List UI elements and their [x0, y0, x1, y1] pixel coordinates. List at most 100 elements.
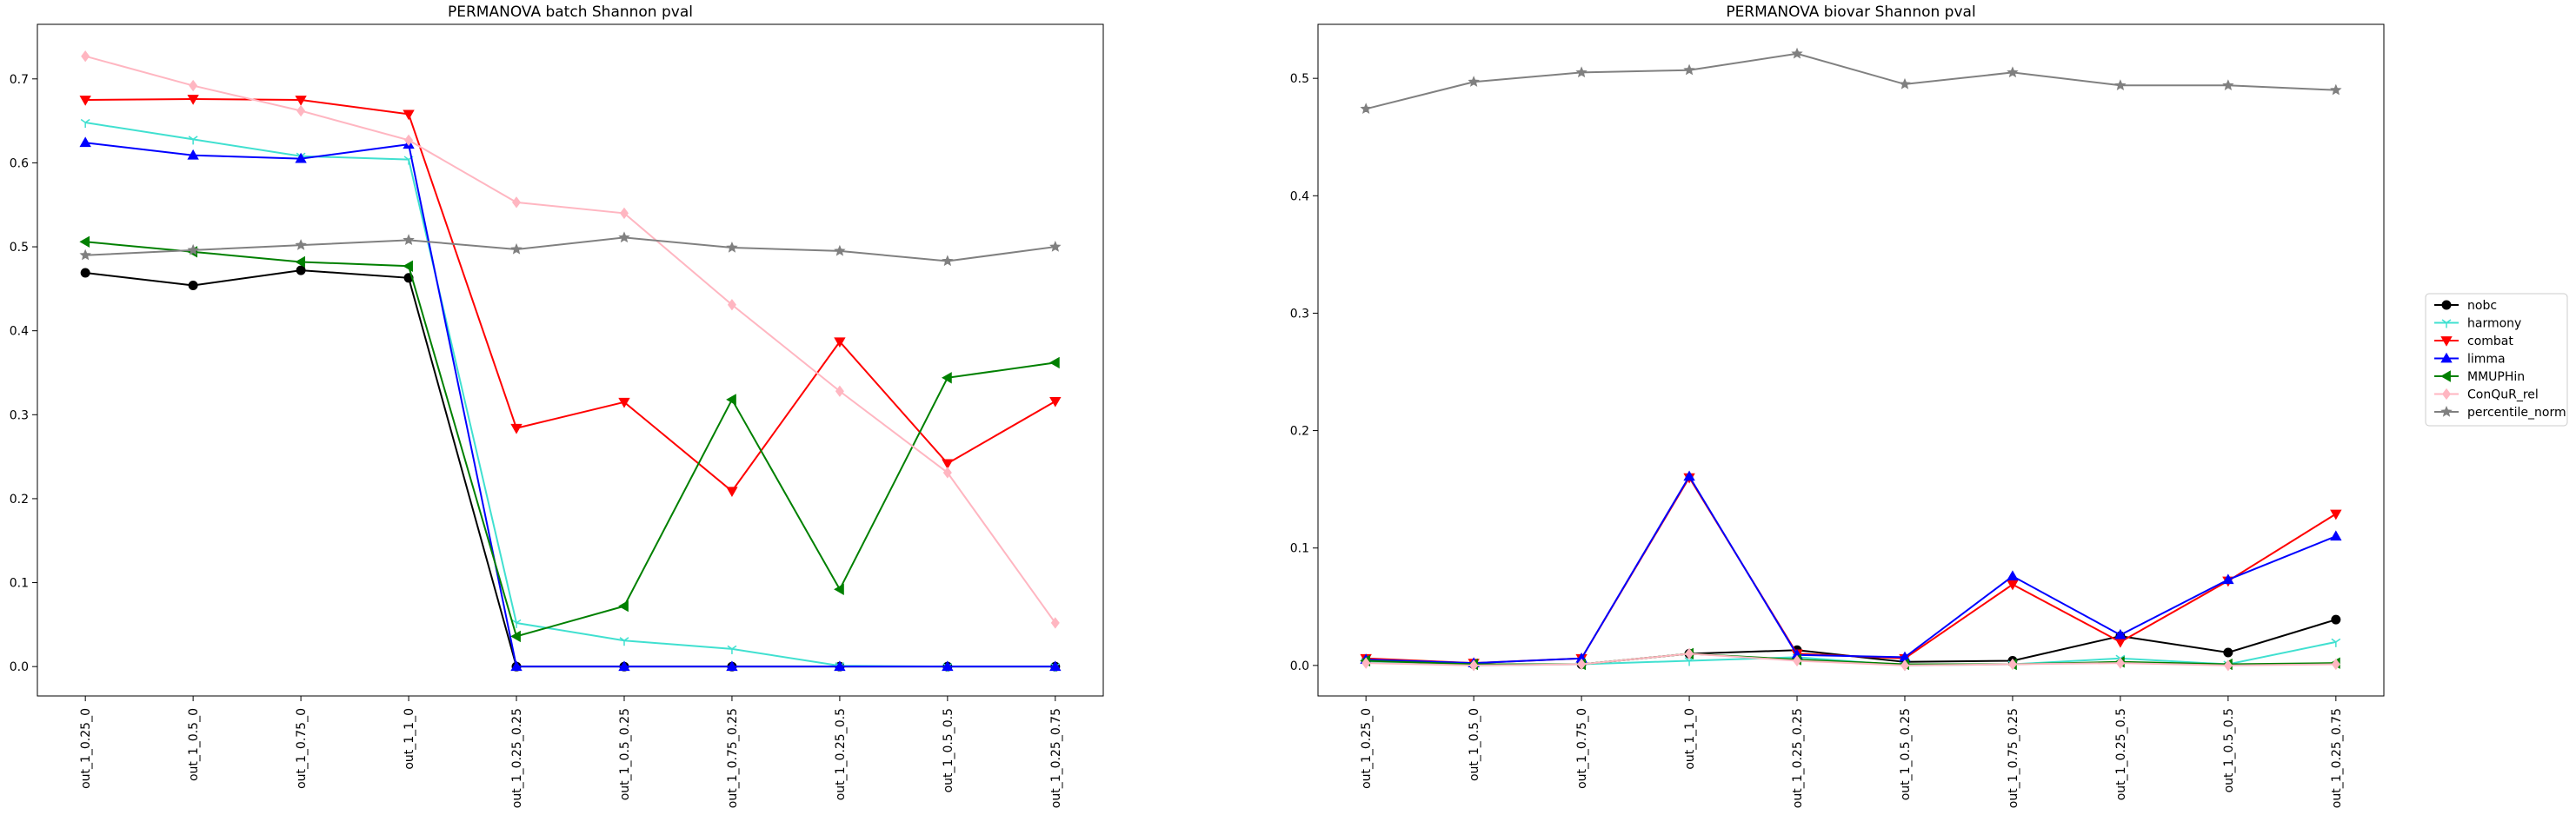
legend-marker-stroke [2446, 319, 2452, 324]
data-point-stroke [80, 118, 86, 123]
data-point [79, 248, 91, 261]
series-line [85, 241, 1055, 638]
data-point-stroke [2120, 654, 2126, 659]
legend-label: combat [2467, 335, 2513, 348]
data-point-stroke [511, 619, 517, 624]
data-point-stroke [403, 156, 409, 161]
legend-marker [2441, 319, 2452, 328]
data-point [295, 239, 307, 250]
data-point [942, 660, 954, 672]
axes-frame [1317, 23, 2385, 697]
x-tick-label: out_1_0.5_0 [187, 708, 201, 781]
series-line [85, 269, 1055, 668]
data-point [187, 95, 199, 105]
x-tick-label: out_1_0.5_0.25 [1899, 708, 1913, 800]
data-point [2330, 509, 2342, 520]
data-point [2007, 66, 2019, 78]
data-point [834, 660, 846, 672]
data-point [1791, 47, 1803, 59]
data-point [727, 645, 737, 654]
data-point [2007, 658, 2017, 671]
series-line [1366, 619, 2337, 666]
data-point [512, 196, 522, 209]
data-point [942, 372, 952, 384]
data-point [835, 385, 844, 397]
data-point [2222, 573, 2234, 585]
data-point [834, 583, 844, 595]
legend-entry-combat: combat [2434, 335, 2513, 348]
x-tick-label: out_1_0.25_0 [79, 708, 93, 789]
data-point [726, 394, 736, 406]
legend-marker [2441, 300, 2452, 310]
data-point [187, 243, 199, 255]
data-point-stroke [1684, 657, 1690, 662]
data-point [188, 136, 198, 145]
legend-label: harmony [2467, 317, 2521, 331]
data-point [1577, 658, 1587, 671]
data-point [1899, 77, 1911, 89]
data-point [2223, 659, 2233, 672]
data-point [403, 234, 415, 246]
data-point-stroke [2115, 654, 2121, 659]
data-point [727, 299, 736, 311]
x-tick-label: out_1_0.25_0.75 [2330, 708, 2344, 808]
series-line [85, 142, 1055, 668]
data-point-stroke [2331, 638, 2337, 643]
chart-title: PERMANOVA biovar Shannon pval [1726, 3, 1975, 21]
data-point [726, 660, 738, 672]
x-tick-label: out_1_0.75_0 [1575, 708, 1589, 789]
data-point [2330, 530, 2342, 541]
series-line [1366, 653, 2336, 666]
data-point [834, 337, 846, 348]
series-line [1366, 474, 2337, 665]
series-mmuphin [1360, 647, 2340, 671]
data-point [1049, 356, 1060, 369]
data-point [942, 467, 952, 479]
legend-marker [2442, 388, 2451, 401]
data-point-stroke [623, 637, 629, 641]
data-point-stroke [731, 645, 737, 650]
data-point [2114, 637, 2127, 648]
data-point [942, 255, 954, 267]
series-line [85, 122, 1055, 668]
y-tick-label: 0.4 [1290, 189, 1309, 203]
data-point [510, 242, 523, 255]
legend-entry-conqur-rel: ConQuR_rel [2434, 388, 2539, 402]
x-tick-label: out_1_0.25_0.25 [1791, 708, 1805, 808]
x-tick-label: out_1_0.25_0 [1360, 708, 1374, 789]
y-tick-label: 0.3 [1290, 307, 1309, 321]
legend-marker [2440, 405, 2453, 417]
data-point [2114, 628, 2127, 639]
legend-frame [2425, 293, 2568, 427]
data-point [188, 281, 198, 291]
x-tick-label: out_1_0.25_0.5 [834, 708, 848, 800]
data-point [403, 109, 415, 121]
legend-entry-percentile-norm: percentile_norm [2434, 405, 2566, 420]
y-tick-label: 0.0 [10, 660, 29, 674]
data-point-stroke [2335, 638, 2341, 643]
data-point [1793, 654, 1802, 667]
data-point [942, 459, 954, 470]
legend-entry-nobc: nobc [2434, 299, 2497, 313]
legend-label: percentile_norm [2467, 406, 2566, 420]
x-tick-label: out_1_0.25_0.5 [2114, 708, 2128, 800]
data-point [2331, 638, 2341, 647]
data-point [510, 423, 523, 434]
y-tick-label: 0.1 [10, 577, 29, 591]
data-point [510, 660, 523, 672]
y-tick-label: 0.5 [10, 241, 29, 255]
y-tick-label: 0.0 [1290, 659, 1309, 673]
data-point [295, 255, 305, 268]
data-point [80, 118, 90, 129]
y-tick-label: 0.1 [1290, 542, 1309, 556]
data-point [1685, 647, 1694, 660]
data-point-stroke [619, 637, 625, 641]
data-point [510, 630, 521, 643]
legend-label: ConQuR_rel [2467, 388, 2539, 402]
legend-entry-harmony: harmony [2434, 317, 2521, 331]
data-point [2330, 83, 2342, 96]
x-tick-label: out_1_0.75_0 [295, 708, 309, 789]
data-point [80, 268, 90, 278]
